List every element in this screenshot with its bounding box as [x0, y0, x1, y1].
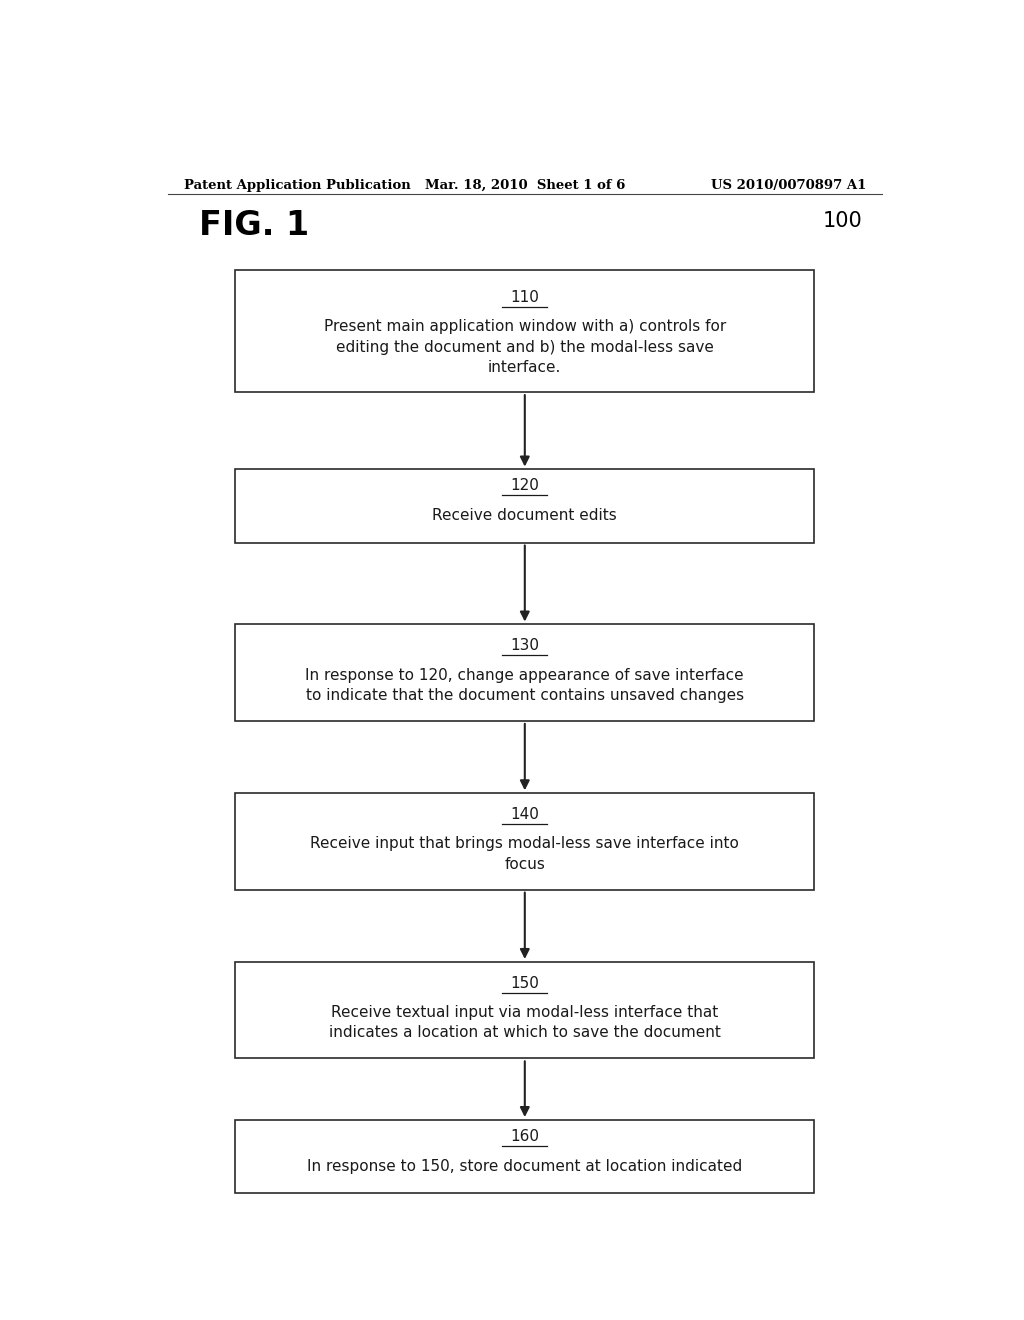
Text: Mar. 18, 2010  Sheet 1 of 6: Mar. 18, 2010 Sheet 1 of 6: [425, 178, 625, 191]
Text: In response to 150, store document at location indicated: In response to 150, store document at lo…: [307, 1159, 742, 1173]
Text: FIG. 1: FIG. 1: [200, 210, 309, 243]
Bar: [236, 1119, 814, 1193]
Bar: [236, 793, 814, 890]
Text: 130: 130: [510, 638, 540, 653]
Bar: [236, 962, 814, 1059]
Text: Receive input that brings modal-less save interface into
focus: Receive input that brings modal-less sav…: [310, 837, 739, 871]
Text: Receive document edits: Receive document edits: [432, 508, 617, 523]
Bar: [236, 470, 814, 543]
Text: Present main application window with a) controls for
editing the document and b): Present main application window with a) …: [324, 319, 726, 375]
Text: 140: 140: [510, 807, 540, 822]
Text: In response to 120, change appearance of save interface
to indicate that the doc: In response to 120, change appearance of…: [305, 668, 744, 704]
Bar: [236, 271, 814, 392]
Text: 110: 110: [510, 289, 540, 305]
Text: 120: 120: [510, 478, 540, 492]
Bar: [236, 624, 814, 721]
Text: Patent Application Publication: Patent Application Publication: [183, 178, 411, 191]
Text: 160: 160: [510, 1129, 540, 1143]
Text: 150: 150: [510, 975, 540, 990]
Text: US 2010/0070897 A1: US 2010/0070897 A1: [711, 178, 866, 191]
Text: Receive textual input via modal-less interface that
indicates a location at whic: Receive textual input via modal-less int…: [329, 1005, 721, 1040]
Text: 100: 100: [822, 211, 862, 231]
